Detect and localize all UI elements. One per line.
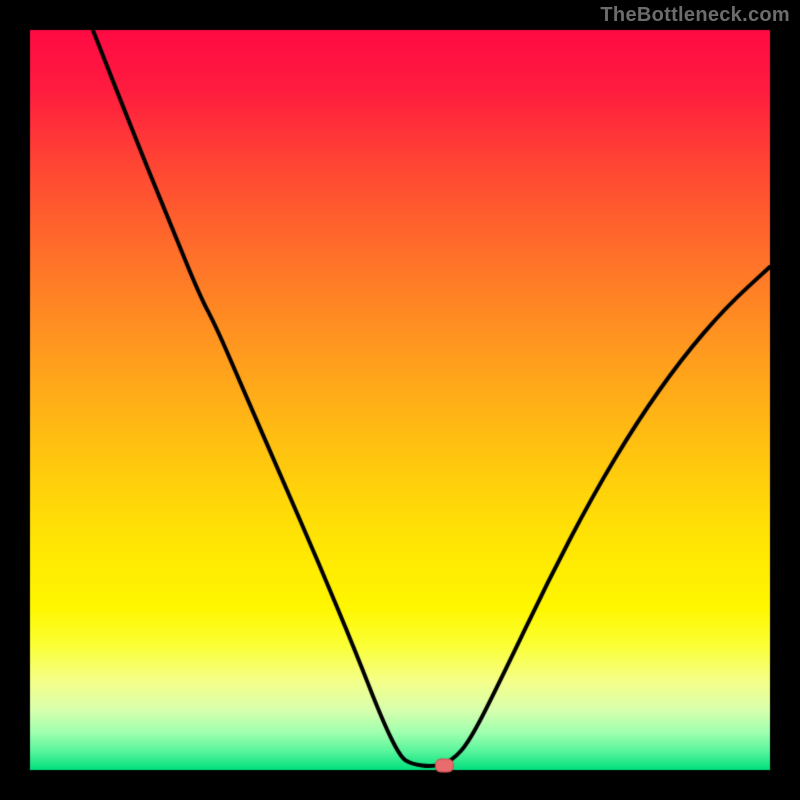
bottleneck-chart-canvas — [0, 0, 800, 800]
